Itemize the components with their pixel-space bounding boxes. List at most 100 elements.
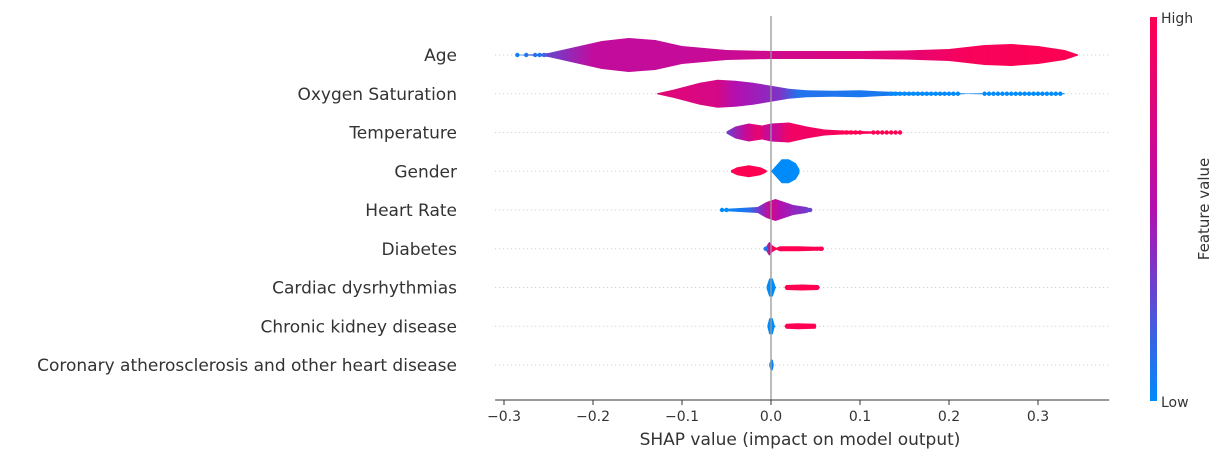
feature-row: Coronary atherosclerosis and other heart… bbox=[37, 356, 1110, 376]
outlier-point bbox=[982, 91, 987, 96]
outlier-point bbox=[937, 91, 943, 96]
outlier-point bbox=[933, 91, 938, 96]
violin-shape bbox=[765, 241, 822, 256]
feature-label: Oxygen Saturation bbox=[297, 85, 457, 105]
x-tick-label: 0.1 bbox=[849, 409, 871, 425]
outlier-point bbox=[819, 246, 824, 251]
outlier-point bbox=[888, 130, 894, 135]
outlier-point bbox=[804, 207, 809, 213]
outlier-point bbox=[888, 91, 894, 96]
outlier-point bbox=[1000, 91, 1005, 96]
outlier-point bbox=[884, 130, 889, 135]
x-tick-label: 0.3 bbox=[1027, 409, 1049, 425]
outlier-point bbox=[1044, 91, 1050, 96]
outlier-point bbox=[1022, 91, 1027, 96]
outlier-point bbox=[897, 130, 903, 135]
feature-row: Oxygen Saturation bbox=[297, 79, 1110, 108]
x-tick-label: −0.2 bbox=[576, 409, 610, 425]
outlier-points bbox=[515, 52, 547, 58]
outlier-points bbox=[719, 207, 813, 213]
outlier-point bbox=[995, 91, 1001, 96]
outlier-point bbox=[880, 130, 885, 135]
outlier-point bbox=[946, 91, 952, 96]
feature-row: Diabetes bbox=[382, 240, 1110, 260]
outlier-point bbox=[897, 91, 903, 96]
outlier-point bbox=[840, 130, 845, 135]
outlier-point bbox=[955, 91, 961, 96]
outlier-point bbox=[924, 91, 929, 96]
outlier-point bbox=[951, 91, 956, 96]
colorbar: High Low Feature value bbox=[1150, 11, 1213, 411]
outlier-point bbox=[541, 52, 547, 58]
outlier-point bbox=[906, 91, 912, 96]
x-axis-ticks: −0.3 −0.2 −0.1 0.0 0.1 0.2 0.3 bbox=[487, 400, 1049, 425]
x-axis: −0.3 −0.2 −0.1 0.0 0.1 0.2 0.3 SHAP value (imp… bbox=[487, 399, 1110, 450]
outlier-points bbox=[763, 246, 824, 251]
outlier-points bbox=[840, 130, 903, 135]
violin-shape bbox=[726, 122, 901, 143]
x-tick-label: 0.2 bbox=[938, 409, 960, 425]
outlier-point bbox=[1053, 91, 1059, 96]
feature-row: Age bbox=[424, 38, 1110, 72]
outlier-point bbox=[515, 52, 520, 58]
feature-row: Temperature bbox=[348, 122, 1110, 144]
outlier-point bbox=[1031, 91, 1036, 96]
feature-label: Age bbox=[424, 46, 457, 66]
feature-label: Cardiac dysrhythmias bbox=[272, 279, 457, 299]
colorbar-low-label: Low bbox=[1161, 395, 1189, 411]
outlier-point bbox=[1009, 91, 1014, 96]
violin-shape bbox=[766, 278, 820, 297]
feature-row: Chronic kidney disease bbox=[260, 317, 1110, 337]
outlier-point bbox=[942, 91, 947, 96]
outlier-point bbox=[1018, 91, 1023, 96]
outlier-point bbox=[929, 91, 934, 96]
outlier-point bbox=[920, 91, 925, 96]
feature-label: Diabetes bbox=[382, 240, 458, 260]
outlier-point bbox=[911, 91, 916, 96]
outlier-point bbox=[991, 91, 996, 96]
violin-shape bbox=[730, 159, 800, 184]
outlier-point bbox=[1004, 91, 1010, 96]
feature-label: Chronic kidney disease bbox=[260, 317, 457, 337]
outlier-point bbox=[986, 91, 992, 96]
outlier-point bbox=[532, 52, 538, 58]
feature-label: Gender bbox=[394, 162, 457, 182]
outlier-point bbox=[724, 207, 729, 213]
feature-row: Cardiac dysrhythmias bbox=[272, 278, 1110, 299]
outlier-point bbox=[893, 130, 898, 135]
outlier-point bbox=[1049, 91, 1054, 96]
colorbar-gradient bbox=[1150, 17, 1157, 401]
outlier-point bbox=[893, 91, 898, 96]
violin-shape bbox=[722, 199, 812, 221]
x-tick-label: −0.3 bbox=[487, 409, 521, 425]
outlier-point bbox=[902, 91, 907, 96]
x-tick-label: 0.0 bbox=[760, 409, 782, 425]
outlier-point bbox=[1026, 91, 1032, 96]
outlier-point bbox=[1035, 91, 1041, 96]
feature-label: Heart Rate bbox=[365, 201, 457, 221]
outlier-point bbox=[1040, 91, 1045, 96]
colorbar-title: Feature value bbox=[1195, 158, 1213, 260]
violin-shape bbox=[517, 38, 1079, 72]
colorbar-high-label: High bbox=[1161, 11, 1193, 27]
outlier-point bbox=[1058, 91, 1063, 96]
outlier-point bbox=[1013, 91, 1018, 96]
feature-rows: Age Oxygen Saturation Temperature Gender Hea… bbox=[37, 38, 1110, 376]
x-tick-label: −0.1 bbox=[665, 409, 699, 425]
outlier-point bbox=[537, 52, 542, 58]
feature-label: Temperature bbox=[348, 124, 457, 144]
outlier-point bbox=[857, 130, 863, 135]
outlier-point bbox=[915, 91, 921, 96]
outlier-points bbox=[888, 91, 1063, 96]
outlier-point bbox=[719, 207, 725, 213]
violin-shape bbox=[657, 79, 1065, 108]
feature-label: Coronary atherosclerosis and other heart… bbox=[37, 356, 457, 376]
feature-row: Gender bbox=[394, 159, 1110, 184]
outlier-point bbox=[763, 246, 768, 251]
feature-row: Heart Rate bbox=[365, 199, 1110, 221]
outlier-point bbox=[871, 130, 876, 135]
outlier-point bbox=[524, 52, 529, 58]
outlier-point bbox=[807, 207, 813, 213]
outlier-point bbox=[844, 130, 849, 135]
